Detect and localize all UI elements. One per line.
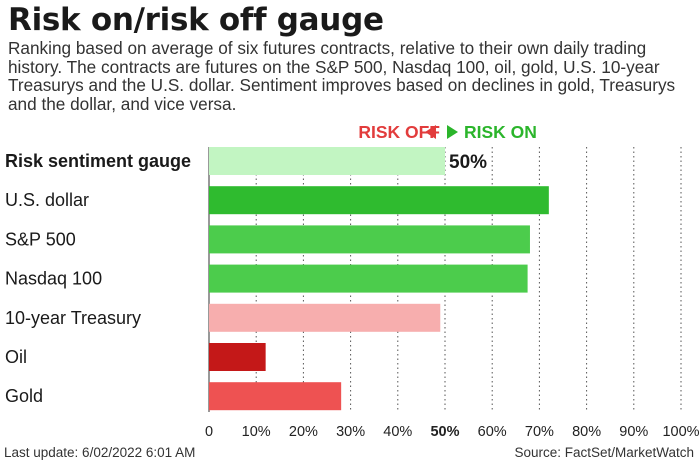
chart-title: Risk on/risk off gauge xyxy=(8,2,384,38)
category-label: S&P 500 xyxy=(5,229,76,249)
x-tick-label: 20% xyxy=(289,424,318,440)
x-tick-label: 0 xyxy=(205,424,213,440)
x-tick-label: 50% xyxy=(430,424,459,440)
x-tick-label: 80% xyxy=(572,424,601,440)
category-label: U.S. dollar xyxy=(5,190,89,210)
category-label: 10-year Treasury xyxy=(5,308,141,328)
arrow-right-icon xyxy=(447,125,458,139)
bar xyxy=(209,264,528,293)
x-tick-label: 30% xyxy=(336,424,365,440)
x-tick-label: 40% xyxy=(383,424,412,440)
bar xyxy=(209,147,445,175)
bar xyxy=(209,225,530,254)
x-tick-label: 90% xyxy=(619,424,648,440)
category-label: Gold xyxy=(5,386,43,406)
x-tick-label: 60% xyxy=(478,424,507,440)
data-label: 50% xyxy=(449,152,487,173)
bar xyxy=(209,382,342,411)
category-label: Nasdaq 100 xyxy=(5,269,102,289)
risk-off-label: RISK OFF xyxy=(358,122,440,142)
chart-subtitle: Ranking based on average of six futures … xyxy=(8,38,676,114)
bar xyxy=(209,303,441,332)
bar xyxy=(209,343,266,371)
x-tick-label: 70% xyxy=(525,424,554,440)
category-label: Risk sentiment gauge xyxy=(5,151,191,171)
last-update: Last update: 6/02/2022 6:01 AM xyxy=(4,445,196,460)
risk-on-label: RISK ON xyxy=(464,122,537,142)
source-credit: Source: FactSet/MarketWatch xyxy=(514,445,694,460)
bar xyxy=(209,186,549,215)
x-tick-label: 10% xyxy=(242,424,271,440)
arrow-left-icon xyxy=(425,125,436,139)
category-label: Oil xyxy=(5,347,27,367)
x-tick-label: 100% xyxy=(662,424,699,440)
